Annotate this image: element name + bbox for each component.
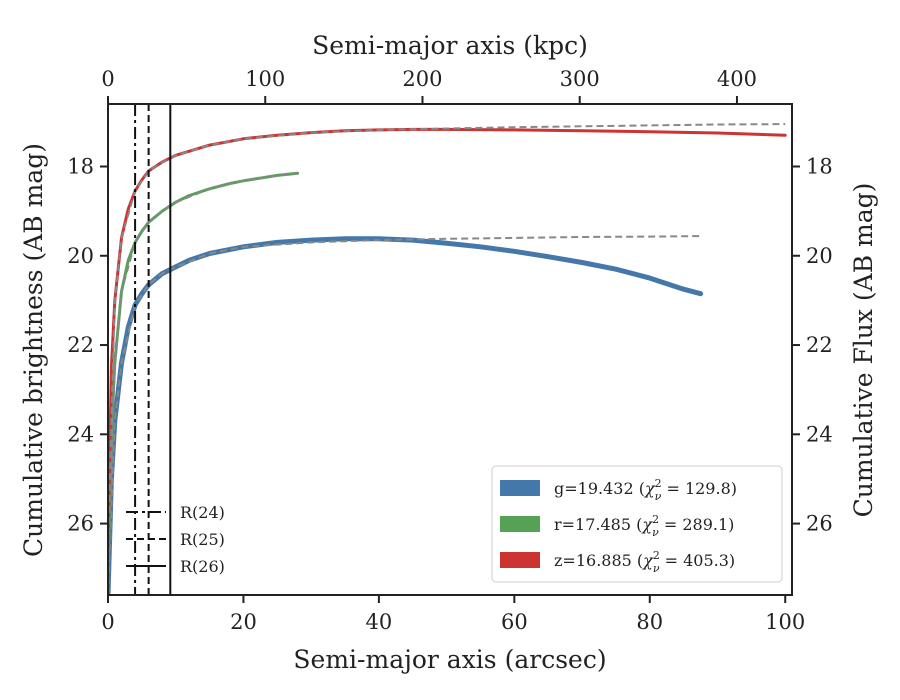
series-3-line [108,127,787,548]
x-top-tick-label: 100 [245,67,285,91]
y-tick-label: 20 [67,244,94,268]
reference-legend-label: R(25) [180,530,225,549]
legend-swatch-3 [500,552,540,568]
x-axis-title: Semi-major axis (arcsec) [293,645,606,674]
y-axis-right-title: Cumulative Flux (AB mag) [849,183,878,518]
reference-lines [134,104,172,595]
series-1-line [108,236,704,595]
legend: g=19.432 (χ2 ν = 129.8) r=17.485 (χ2 ν = 28… [491,465,783,583]
series-layer [108,123,787,595]
x-tick-label: 20 [230,610,257,634]
legend-box [491,465,783,583]
reference-legend: R(24) R(25) R(26) [126,503,225,576]
y-right-tick-label: 24 [806,422,833,446]
x-tick-label: 80 [636,610,663,634]
y-tick-label: 22 [67,333,94,357]
y-tick-label: 18 [67,154,94,178]
series-1-model-line [108,235,701,595]
y-right-tick-label: 18 [806,154,833,178]
legend-entry-3: z=16.885 (χ2 ν = 405.3) [554,549,735,575]
x-top-tick-label: 300 [560,67,600,91]
legend-swatch-1 [500,480,540,496]
plot-frame [107,103,793,596]
x-top-tick-label: 0 [101,67,114,91]
legend-entry-1: g=19.432 (χ2 ν = 129.8) [554,477,737,503]
y-tick-label: 24 [67,422,94,446]
legend-entry-2: r=17.485 (χ2 ν = 289.1) [554,513,734,539]
x-axis-top-title: Semi-major axis (kpc) [312,31,588,60]
reference-legend-label: R(24) [180,503,225,522]
axes: 0 20 40 60 80 100 0 100 200 300 400 18 18 20 20 22 22 24 2… [67,67,832,634]
x-tick-label: 100 [765,610,805,634]
y-right-tick-label: 22 [806,333,833,357]
x-tick-label: 60 [501,610,528,634]
x-top-tick-label: 400 [717,67,757,91]
series-2-line [108,171,300,570]
y-tick-label: 26 [67,512,94,536]
y-right-tick-label: 20 [806,244,833,268]
legend-swatch-2 [500,516,540,532]
x-tick-label: 40 [366,610,393,634]
x-tick-label: 0 [101,610,114,634]
reference-legend-label: R(26) [180,557,225,576]
series-3-model-line [108,123,786,546]
x-top-tick-label: 200 [402,67,442,91]
y-right-tick-label: 26 [806,512,833,536]
series-2-model-line [108,172,298,569]
y-axis-title: Cumulative brightness (AB mag) [19,143,48,557]
